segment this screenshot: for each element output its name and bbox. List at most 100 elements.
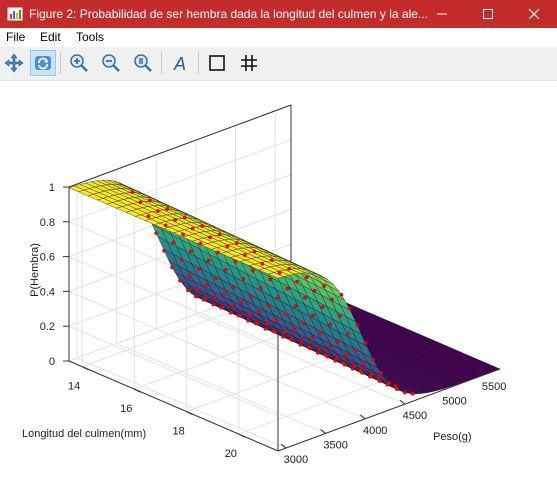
data-point [182,215,187,220]
data-point [317,347,322,351]
toolbar: A [0,47,557,81]
menu-edit[interactable]: Edit [40,30,61,44]
pan-icon [4,53,24,73]
data-point [222,291,227,296]
data-point [333,358,338,363]
rotate-button[interactable] [30,50,56,76]
y-tick [238,433,246,438]
y-tick [81,366,89,371]
data-point [246,318,251,323]
x-tick-label: 3500 [323,439,347,451]
grid-line [195,313,406,405]
data-point [211,302,216,307]
menu-tools[interactable]: Tools [76,30,105,44]
data-point [379,370,383,375]
data-point [315,350,320,355]
menu-file[interactable]: File [6,30,26,44]
data-point [361,362,366,367]
data-point [231,285,236,290]
data-point [249,294,254,299]
data-point [241,276,246,281]
x-tick [439,385,445,390]
data-point [138,200,143,205]
data-point [288,337,293,342]
data-point [206,258,211,263]
data-point [146,214,151,219]
data-point [268,277,273,282]
y-tick [186,411,193,416]
data-point [318,330,323,335]
data-point [208,235,212,240]
y-axis-label: Longitud del culmen(mm) [22,428,146,440]
title-bar: Figure 2: Probabilidad de ser hembra dad… [0,0,557,28]
y-tick-label: 14 [68,381,80,393]
data-point [312,288,317,293]
grid-line [68,256,279,348]
data-point [193,294,198,299]
tick-labels: 0 0.2 0.4 0.6 0.8 1 14 16 18 20 3000 3500 4000 4500 50… [40,182,507,466]
data-point [236,313,241,318]
data-point [276,295,280,300]
z-tick-label: 0.4 [40,286,55,298]
x-tick [320,429,326,434]
data-point [306,345,311,349]
data-point [309,336,314,340]
data-point [198,241,203,246]
maximize-button[interactable] [465,0,511,28]
x-tick-label: 5000 [442,396,466,408]
data-point [250,268,255,273]
data-point [185,288,190,293]
toolbar-separator [198,52,199,74]
svg-text:A: A [173,54,186,73]
minimize-button[interactable] [419,0,465,28]
grid-button[interactable] [236,50,262,76]
data-point [299,338,304,343]
x-tick [399,399,406,405]
data-point [190,226,195,231]
minimize-icon [437,13,447,15]
data-points [130,190,415,396]
data-point [323,352,328,357]
data-point [355,323,360,328]
data-point [223,267,228,272]
surface-plot[interactable]: 0 0.2 0.4 0.6 0.8 1 14 16 18 20 3000 3500 4000 4500 50… [0,81,557,483]
data-point [258,286,263,290]
zoom-in-icon [70,54,88,72]
data-point [337,314,342,318]
zoom-in-button[interactable] [66,50,92,76]
data-point [328,322,333,327]
data-point [216,250,220,255]
x-tick-label: 4000 [363,425,387,437]
zoom-reset-button[interactable] [130,50,156,76]
data-point [298,342,303,347]
data-point [154,231,159,236]
data-point [204,283,209,287]
y-tick-label: 16 [120,403,132,415]
zoom-out-button[interactable] [98,50,124,76]
z-tick-label: 0.2 [40,321,55,333]
data-point [263,326,268,331]
grid-line [76,357,287,449]
back-wall-left [69,187,278,451]
app-icon [7,7,23,21]
data-point [363,340,368,345]
data-point [197,267,201,271]
data-point [287,266,292,271]
data-point [402,390,407,395]
data-point [292,327,296,332]
data-point [303,295,307,300]
data-point [233,259,238,264]
z-axis-label: P(Hembra) [29,243,41,297]
zoom-out-icon [102,54,120,72]
zoom-reset-icon [134,54,152,72]
box-edge [68,104,292,188]
data-point [254,321,258,326]
z-tick-label: 0.8 [40,217,55,229]
box-button[interactable] [204,50,230,76]
data-point [385,382,390,387]
data-point [170,265,175,270]
pan-button[interactable] [1,50,27,76]
text-button[interactable]: A [167,50,193,76]
grid-line [68,325,279,417]
close-button[interactable] [511,0,557,28]
